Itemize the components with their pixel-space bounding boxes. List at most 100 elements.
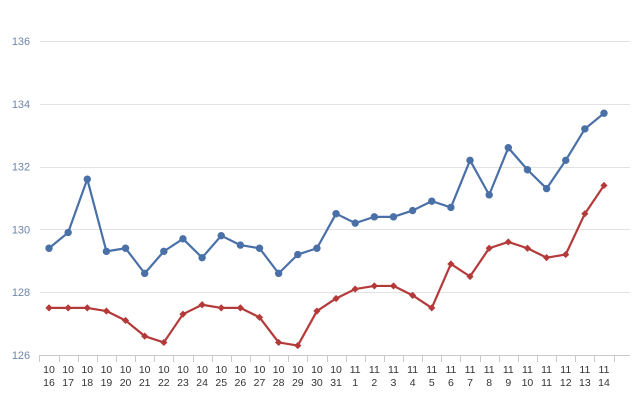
- data-point: [121, 244, 130, 252]
- data-point: [389, 282, 398, 290]
- x-tick-label-day: 13: [579, 377, 591, 389]
- x-tick-label-day: 7: [467, 377, 473, 389]
- data-point: [600, 181, 608, 190]
- data-point: [236, 304, 244, 312]
- x-tick-label-month: 11: [503, 364, 514, 376]
- data-point: [160, 338, 168, 347]
- data-point: [523, 244, 532, 252]
- x-tick-label-month: 11: [579, 364, 590, 376]
- data-point: [485, 244, 493, 252]
- x-tick-label-month: 10: [311, 364, 323, 376]
- data-point: [217, 304, 225, 312]
- data-point: [102, 247, 111, 256]
- x-tick-label-month: 10: [43, 364, 55, 376]
- x-tick-label-day: 17: [62, 377, 74, 389]
- x-tick-label-month: 11: [541, 364, 552, 376]
- data-point: [466, 156, 474, 165]
- x-tick-label-day: 20: [120, 377, 132, 389]
- x-tick-label-day: 3: [391, 377, 397, 389]
- data-point: [581, 125, 589, 133]
- x-tick-label-month: 11: [350, 364, 361, 376]
- x-tick-label-month: 10: [101, 364, 113, 376]
- y-tick-label: 128: [12, 287, 30, 299]
- x-tick-label-day: 9: [505, 377, 511, 389]
- data-point: [64, 228, 72, 237]
- x-tick-label-day: 8: [486, 377, 492, 389]
- data-point: [523, 166, 532, 174]
- x-tick-label-month: 11: [484, 364, 495, 376]
- x-tick-label-day: 1: [352, 377, 358, 389]
- x-tick-label-day: 30: [311, 377, 323, 389]
- x-tick-label-day: 24: [196, 377, 208, 389]
- data-point: [102, 307, 111, 315]
- x-tick-label-month: 11: [445, 364, 456, 376]
- data-point: [217, 231, 225, 240]
- x-tick-label-day: 2: [371, 377, 377, 389]
- data-point: [466, 272, 474, 281]
- data-point: [600, 109, 608, 117]
- x-tick-label-month: 11: [522, 364, 533, 376]
- data-point: [160, 247, 168, 256]
- data-point: [140, 269, 149, 278]
- data-point: [408, 206, 417, 215]
- x-tick-label-day: 18: [81, 377, 93, 389]
- x-tick-label-month: 10: [81, 364, 93, 376]
- data-point: [542, 184, 551, 193]
- x-tick-label-month: 10: [196, 364, 208, 376]
- data-point: [428, 197, 436, 205]
- x-tick-label-day: 11: [541, 377, 552, 389]
- y-tick-label: 134: [12, 99, 30, 111]
- data-point: [141, 332, 149, 340]
- series-0: [45, 109, 608, 278]
- data-point: [332, 294, 340, 303]
- data-point: [504, 144, 513, 152]
- data-point: [370, 213, 379, 221]
- x-tick-label-day: 31: [330, 377, 342, 389]
- x-tick-label-day: 16: [43, 377, 55, 389]
- x-tick-label-month: 10: [62, 364, 74, 376]
- data-point: [542, 254, 551, 262]
- x-tick-label-day: 23: [177, 377, 189, 389]
- x-tick-label-month: 10: [292, 364, 304, 376]
- data-point: [45, 244, 53, 252]
- x-tick-label-month: 10: [158, 364, 170, 376]
- x-tick-label-month: 11: [369, 364, 380, 376]
- data-point: [255, 244, 264, 252]
- data-point: [485, 191, 493, 199]
- data-point: [370, 282, 378, 290]
- data-point: [428, 304, 436, 312]
- data-point: [83, 175, 91, 183]
- x-tick-label-month: 10: [254, 364, 266, 376]
- x-tick-label-day: 19: [101, 377, 113, 389]
- data-point: [294, 250, 302, 259]
- y-tick-label: 126: [12, 350, 30, 362]
- y-tick-label: 136: [12, 36, 30, 48]
- x-tick-label-month: 11: [599, 364, 610, 376]
- x-tick-label-day: 27: [254, 377, 266, 389]
- x-tick-label-day: 6: [448, 377, 454, 389]
- x-tick-label-day: 29: [292, 377, 304, 389]
- series-1: [45, 181, 608, 350]
- x-tick-label-month: 10: [215, 364, 227, 376]
- x-tick-label-month: 10: [235, 364, 247, 376]
- x-tick-label-day: 5: [429, 377, 435, 389]
- x-tick-label-day: 26: [235, 377, 247, 389]
- series-group: [45, 109, 608, 350]
- data-point: [121, 316, 130, 325]
- data-point: [179, 310, 187, 318]
- data-point: [294, 341, 302, 350]
- data-point: [236, 241, 245, 249]
- data-point: [351, 219, 359, 227]
- data-point: [447, 260, 455, 268]
- data-point: [275, 338, 283, 347]
- x-tick-label-day: 14: [598, 377, 610, 389]
- y-axis: 126 128 130 132 134 136: [12, 36, 30, 362]
- data-point: [198, 253, 206, 262]
- x-tick-label-month: 10: [139, 364, 151, 376]
- y-tick-label: 132: [12, 162, 30, 174]
- x-tick-label-month: 10: [330, 364, 342, 376]
- x-tick-label-month: 11: [407, 364, 418, 376]
- x-tick-label-month: 11: [388, 364, 399, 376]
- data-point: [179, 235, 187, 243]
